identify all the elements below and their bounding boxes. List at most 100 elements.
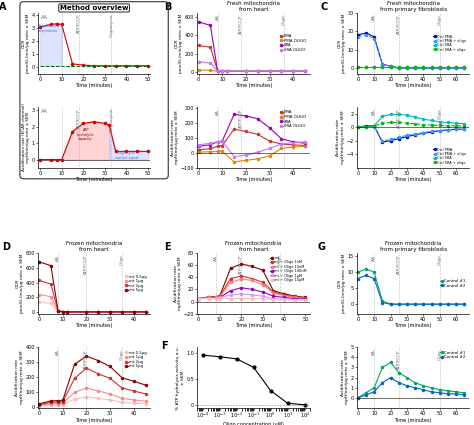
SRA xyxy=(291,139,296,144)
Line: mt + Oligo 10nM: mt + Oligo 10nM xyxy=(198,278,307,300)
Control #1 xyxy=(396,370,401,375)
Line: mt + Oligo 10μM: mt + Oligo 10μM xyxy=(198,298,307,301)
mt 1μg xyxy=(119,396,125,401)
Control #1 xyxy=(445,302,451,307)
mt + Oligo 10nM xyxy=(260,282,265,287)
Ctrl SRA xyxy=(437,65,443,70)
mt + Oligo 1μM xyxy=(249,292,255,298)
Ctrl PMA + oligo xyxy=(428,129,434,134)
mt 2μg xyxy=(36,278,42,283)
SRA xyxy=(215,139,220,144)
Control #2 xyxy=(428,389,434,394)
Line: PMA OLIGO: PMA OLIGO xyxy=(198,145,306,163)
mt 5μg xyxy=(143,382,148,388)
mt 2μg xyxy=(48,282,54,287)
Ctrl SRA xyxy=(404,65,410,70)
Ctrl SRA + oligo xyxy=(445,65,451,70)
Ctrl SRA xyxy=(428,65,434,70)
Text: Oligomycin: Oligomycin xyxy=(109,14,113,37)
SRA OLIGO xyxy=(279,69,284,74)
PMA OLIGO xyxy=(291,69,296,74)
PMA xyxy=(255,69,261,74)
PMA xyxy=(196,147,201,153)
Ctrl PMA + oligo xyxy=(396,135,401,140)
Line: SRA OLIGO: SRA OLIGO xyxy=(198,140,306,158)
SRA xyxy=(267,69,273,74)
Line: Control #2: Control #2 xyxy=(357,377,465,399)
Line: SRA: SRA xyxy=(198,113,306,147)
mt + Oligo 1nM xyxy=(260,280,265,285)
Ctrl PMA xyxy=(355,125,361,130)
Text: E: E xyxy=(164,242,170,252)
Control #2 xyxy=(380,380,385,385)
Control #2 xyxy=(388,375,393,380)
PMA OLIGO xyxy=(255,69,261,74)
mt + Oligo 10μM xyxy=(196,296,201,301)
Control #2 xyxy=(380,300,385,305)
Control #2 xyxy=(437,302,443,307)
Control #2 xyxy=(404,383,410,388)
PMA OLIGO xyxy=(224,69,230,74)
SRA OLIGO xyxy=(215,139,220,144)
Line: SRA: SRA xyxy=(198,21,306,72)
Ctrl SRA + oligo xyxy=(380,121,385,126)
Control #2 xyxy=(453,302,459,307)
Control #2 xyxy=(404,302,410,307)
Control #1 xyxy=(462,390,467,395)
mt 2μg xyxy=(107,376,113,381)
mt 2μg xyxy=(55,309,61,314)
Ctrl PMA xyxy=(428,65,434,71)
Ctrl PMA + oligo xyxy=(462,65,467,71)
Ctrl PMA + oligo xyxy=(428,65,434,71)
Control #1 xyxy=(396,302,401,307)
Control #1 xyxy=(363,390,369,395)
mt + Oligo 10μM xyxy=(249,296,255,301)
SRA OLIGO xyxy=(267,69,273,74)
mt + Oligo 10nM xyxy=(271,291,276,296)
Ctrl SRA xyxy=(355,65,361,70)
mt xyxy=(260,267,265,272)
Ctrl SRA xyxy=(462,121,467,126)
SRA xyxy=(196,144,201,149)
mt + Oligo 100nM xyxy=(228,288,233,293)
mt 0.5μg xyxy=(119,400,125,405)
Ctrl PMA + oligo xyxy=(404,65,410,71)
mt 2μg xyxy=(60,309,65,314)
mt + Oligo 10μM xyxy=(217,296,223,301)
mt 5μg xyxy=(60,309,65,314)
mt 2μg xyxy=(83,366,89,371)
Ctrl PMA + oligo xyxy=(453,127,459,132)
Control #2 xyxy=(420,387,426,392)
Legend: mt 0.5μg, mt 1μg, mt 2μg, mt 5μg: mt 0.5μg, mt 1μg, mt 2μg, mt 5μg xyxy=(123,273,148,294)
Text: Oligo: Oligo xyxy=(282,14,286,25)
mt + Oligo 10μM xyxy=(271,297,276,302)
mt 0.5μg xyxy=(95,309,101,314)
Ctrl PMA + oligo xyxy=(420,130,426,135)
Text: ATP/FCCP: ATP/FCCP xyxy=(77,14,81,34)
mt + Oligo 10μM xyxy=(281,297,287,302)
Ctrl SRA + oligo xyxy=(412,65,418,70)
mt + Oligo 100nM xyxy=(196,296,201,301)
mt 0.5μg xyxy=(119,309,125,314)
Ctrl PMA + oligo xyxy=(445,65,451,71)
PMA OLIGO xyxy=(267,69,273,74)
Ctrl PMA xyxy=(363,123,369,128)
SRA xyxy=(208,142,213,147)
Text: ATP/FCCP: ATP/FCCP xyxy=(239,14,243,34)
mt + Oligo 1μM xyxy=(217,295,223,300)
Control #1 xyxy=(355,269,361,275)
Line: mt 5μg: mt 5μg xyxy=(38,261,146,313)
mt 2μg xyxy=(95,371,101,377)
Control #2 xyxy=(363,273,369,278)
mt 0.5μg xyxy=(55,309,61,314)
Ctrl PMA xyxy=(380,62,385,67)
mt 2μg xyxy=(107,309,113,314)
Control #1 xyxy=(371,269,377,275)
Line: Ctrl PMA + oligo: Ctrl PMA + oligo xyxy=(357,34,465,69)
Ctrl PMA xyxy=(437,128,443,133)
Ctrl PMA + oligo xyxy=(363,124,369,129)
Text: AA: AA xyxy=(372,349,376,355)
X-axis label: Oligo concentration (μM): Oligo concentration (μM) xyxy=(223,422,284,425)
Ctrl PMA + oligo xyxy=(412,65,418,71)
SRA xyxy=(224,69,230,74)
